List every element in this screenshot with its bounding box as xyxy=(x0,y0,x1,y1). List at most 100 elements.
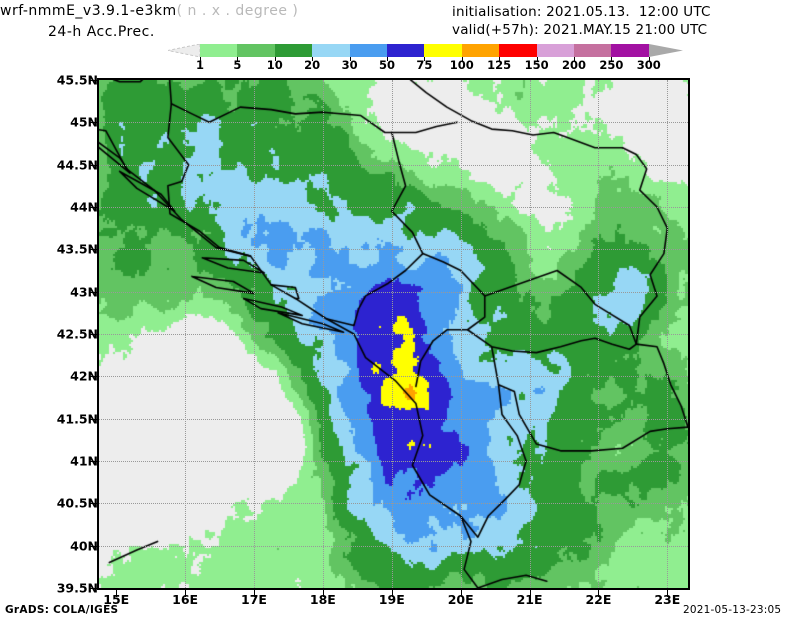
colorbar-label-300: 300 xyxy=(636,58,661,72)
colorbar-band-5 xyxy=(237,44,275,57)
x-axis-label-16E: 16E xyxy=(172,592,199,607)
x-axis-label-21E: 21E xyxy=(516,592,543,607)
x-axis-label-15E: 15E xyxy=(103,592,130,607)
colorbar-band-200 xyxy=(573,44,612,57)
colorbar-band-50 xyxy=(386,44,425,57)
gridline-horizontal xyxy=(99,503,688,505)
colorbar-tick xyxy=(274,57,276,61)
x-axis-tick xyxy=(460,590,462,597)
colorbar-label-10: 10 xyxy=(266,58,283,72)
colorbar-tick xyxy=(312,57,314,61)
y-axis-label-43.5N: 43.5N xyxy=(56,241,98,257)
gridline-horizontal xyxy=(99,376,688,378)
field-title: 24-h Acc.Prec. xyxy=(48,24,155,40)
colorbar-tick xyxy=(536,57,538,61)
gridline-horizontal xyxy=(99,461,688,462)
y-axis-tick xyxy=(90,164,97,166)
y-axis-label-45.5N: 45.5N xyxy=(56,72,98,88)
y-axis-tick xyxy=(90,249,97,251)
colorbar-band-250 xyxy=(611,44,649,57)
y-axis-tick xyxy=(90,207,97,208)
initialisation-time: 12:00 UTC xyxy=(638,4,711,20)
colorbar-band-125 xyxy=(499,44,537,57)
colorbar-label-20: 20 xyxy=(304,58,321,72)
x-axis-tick xyxy=(667,590,669,597)
valid-label: valid(+57h): xyxy=(452,22,539,38)
colorbar-label-30: 30 xyxy=(341,58,358,72)
colorbar-tick xyxy=(237,57,239,61)
y-axis-tick xyxy=(90,503,97,505)
colorbar-tick xyxy=(499,57,501,61)
colorbar-tick xyxy=(648,57,650,61)
colorbar-band-100 xyxy=(461,44,500,57)
y-axis-label-41N: 41N xyxy=(70,453,98,469)
initialisation-date: 2021.05.13. xyxy=(546,4,630,20)
y-axis-label-39.5N: 39.5N xyxy=(56,580,98,596)
gridline-horizontal xyxy=(99,291,688,293)
precipitation-map xyxy=(97,78,690,590)
y-axis-label-41.5N: 41.5N xyxy=(56,411,98,427)
colorbar: 1 5 10 20 30 50 75 100 125 150 200 250 300 xyxy=(168,44,683,72)
model-title-text: wrf-nmmE_v3.9.1-e3km xyxy=(0,3,177,19)
colorbar-tick xyxy=(461,57,463,61)
x-axis-tick xyxy=(185,590,187,597)
colorbar-tick xyxy=(200,57,201,61)
x-axis-label-19E: 19E xyxy=(378,592,405,607)
colorbar-label-200: 200 xyxy=(561,58,587,72)
valid-date: 2021.MAY.15 xyxy=(543,22,632,38)
x-axis-tick xyxy=(391,590,393,597)
y-axis-label-42.5N: 42.5N xyxy=(56,326,98,342)
gridline-horizontal xyxy=(99,207,688,208)
x-axis-label-22E: 22E xyxy=(585,592,612,607)
gridline-horizontal xyxy=(99,545,688,547)
y-axis-tick xyxy=(90,291,97,293)
colorbar-tick xyxy=(349,57,351,61)
colorbar-label-150: 150 xyxy=(524,58,549,72)
colorbar-label-5: 5 xyxy=(233,58,242,72)
y-axis-tick xyxy=(90,588,97,589)
colorbar-label-125: 125 xyxy=(487,58,512,72)
colorbar-band-30 xyxy=(349,44,387,57)
x-axis-tick xyxy=(116,590,118,597)
gridline-horizontal xyxy=(99,418,688,420)
colorbar-tick xyxy=(574,57,575,61)
x-axis-label-17E: 17E xyxy=(241,592,267,607)
colorbar-underflow-arrow-icon xyxy=(168,44,200,57)
colorbar-tick xyxy=(424,57,426,61)
render-timestamp: 2021-05-13-23:05 xyxy=(683,604,782,616)
y-axis-tick xyxy=(90,461,97,462)
y-axis-label-40.5N: 40.5N xyxy=(56,495,98,511)
y-axis-label-42N: 42N xyxy=(70,368,98,384)
x-axis-tick xyxy=(529,590,531,597)
colorbar-overflow-arrow-icon xyxy=(649,44,683,57)
colorbar-label-250: 250 xyxy=(599,58,624,72)
colorbar-tick xyxy=(387,57,388,61)
y-axis-tick xyxy=(90,376,97,378)
x-axis-label-18E: 18E xyxy=(309,592,336,607)
y-axis-tick xyxy=(90,122,97,124)
y-axis-tick xyxy=(90,334,97,335)
y-axis-label-45N: 45N xyxy=(70,114,98,130)
y-axis-label-44.5N: 44.5N xyxy=(56,157,98,173)
valid-time: 21:00 UTC xyxy=(635,22,708,38)
model-title-subscript: ( n . x . degree ) xyxy=(176,3,299,19)
gridline-horizontal xyxy=(99,249,688,251)
model-title: wrf-nmmE_v3.9.1-e3km( n . x . degree ) xyxy=(0,3,298,19)
x-axis-label-23E: 23E xyxy=(654,592,681,607)
initialisation-line: initialisation: 2021.05.13. 12:00 UTC xyxy=(452,4,711,20)
gridline-horizontal xyxy=(99,334,688,335)
y-axis-label-43N: 43N xyxy=(70,284,98,300)
gridline-horizontal xyxy=(99,164,688,166)
initialisation-label: initialisation: xyxy=(452,4,542,20)
y-axis-tick xyxy=(90,418,97,420)
colorbar-tick xyxy=(611,57,613,61)
colorbar-band-150 xyxy=(536,44,574,57)
colorbar-band-20 xyxy=(312,44,350,57)
colorbar-label-50: 50 xyxy=(378,58,396,72)
colorbar-label-1: 1 xyxy=(195,58,205,72)
gridline-horizontal xyxy=(99,122,688,124)
x-axis-tick xyxy=(598,590,600,597)
valid-line: valid(+57h): 2021.MAY.15 21:00 UTC xyxy=(452,22,707,38)
colorbar-band-10 xyxy=(274,44,313,57)
colorbar-label-75: 75 xyxy=(416,58,433,72)
